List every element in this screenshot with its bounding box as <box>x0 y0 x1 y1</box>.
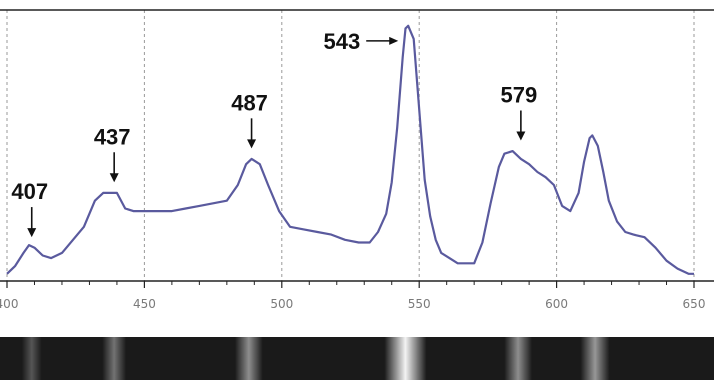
spectral-band <box>580 337 610 380</box>
arrow-head <box>109 173 119 183</box>
spectral-band <box>102 337 127 380</box>
peak-label: 579 <box>501 83 538 108</box>
arrow-head <box>27 228 37 238</box>
peak-annotation: 543 <box>323 29 399 54</box>
arrow-head <box>247 139 257 149</box>
x-tick-label: 600 <box>545 297 568 311</box>
peak-annotation: 487 <box>231 90 268 149</box>
peak-label: 437 <box>94 124 131 149</box>
spectrum-line <box>6 24 694 275</box>
spectral-band <box>21 337 42 380</box>
spectral-band <box>504 337 532 380</box>
x-tick-label: 400 <box>0 297 18 311</box>
peak-label: 487 <box>231 90 268 115</box>
x-tick-label: 500 <box>270 297 293 311</box>
x-tick-label: 650 <box>683 297 706 311</box>
peak-annotation: 407 <box>11 179 48 238</box>
peak-label: 543 <box>323 29 360 54</box>
arrow-head <box>389 36 399 45</box>
plot-background <box>0 0 714 300</box>
x-tick-label: 550 <box>408 297 431 311</box>
peak-annotation: 437 <box>94 124 131 183</box>
spectral-band <box>384 337 427 380</box>
arrow-head <box>516 131 526 141</box>
peak-annotation: 579 <box>501 83 538 141</box>
x-tick-label: 450 <box>133 297 156 311</box>
peak-annotations: 407 437 487 543 579 <box>11 29 538 238</box>
spectral-band <box>234 337 263 380</box>
x-axis-ticks: 400 450 500 550 600 650 <box>0 281 705 311</box>
spectrum-strip <box>0 337 714 380</box>
peak-label: 407 <box>11 179 48 204</box>
